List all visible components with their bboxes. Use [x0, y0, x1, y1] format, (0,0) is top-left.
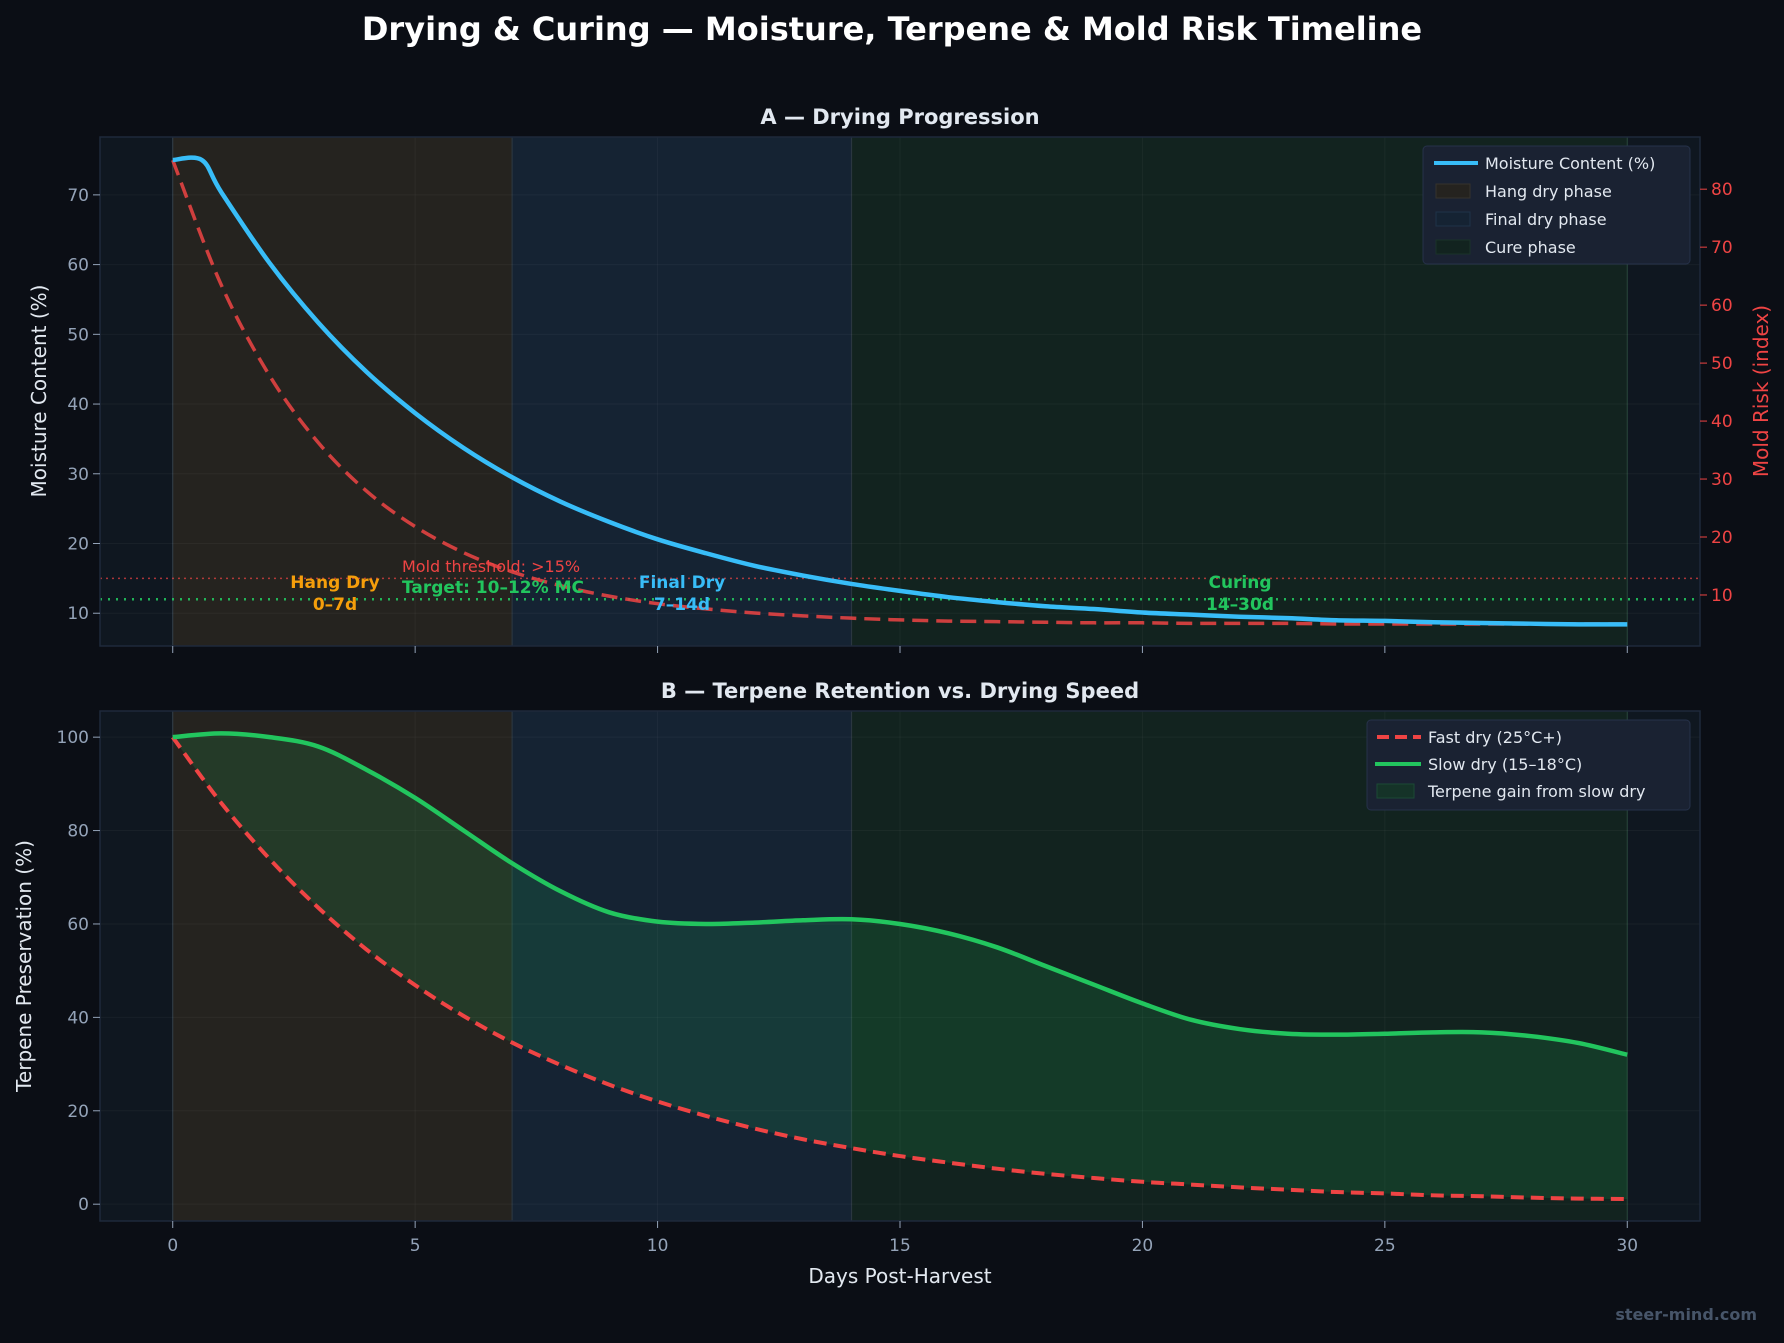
terpene-gain-area — [172, 733, 1628, 1200]
panel-b-title: B — Terpene Retention vs. Drying Speed — [661, 679, 1139, 703]
panel-a-ylabel: Moisture Content (%) — [27, 285, 51, 498]
legend-gain-swatch — [1376, 783, 1415, 799]
panel-b-legend: Fast dry (25°C+) Slow dry (15–18°C) Terp… — [1366, 719, 1691, 811]
panel-a-legend: Moisture Content (%) Hang dry phase Fina… — [1422, 145, 1691, 265]
curing-range: 14–30d — [1206, 595, 1274, 615]
y-tick-label: 60 — [67, 256, 89, 276]
figure-title: Drying & Curing — Moisture, Terpene & Mo… — [362, 10, 1422, 48]
final-dry-label: Final Dry — [639, 573, 725, 593]
final-dry-range: 7–14d — [654, 595, 710, 615]
phase-band — [172, 137, 513, 646]
y-tick-label: 20 — [67, 535, 89, 555]
slow-dry-line — [172, 731, 1628, 1057]
legend-final: Final dry phase — [1485, 210, 1607, 229]
legend-fast: Fast dry (25°C+) — [1428, 728, 1562, 747]
hang-dry-label: Hang Dry — [290, 573, 379, 593]
x-tick-label: 20 — [1132, 1236, 1154, 1256]
legend-hang: Hang dry phase — [1485, 182, 1612, 201]
curing-label: Curing — [1208, 573, 1271, 593]
moisture-line — [172, 155, 1628, 627]
panel-b-ylabel: Terpene Preservation (%) — [12, 840, 36, 1093]
legend-hang-swatch — [1435, 183, 1471, 199]
y-right-tick-label: 70 — [1711, 238, 1733, 258]
phase-band — [172, 711, 513, 1221]
y-tick-label: 100 — [57, 728, 89, 748]
phase-band — [512, 137, 852, 646]
y-tick-label: 70 — [67, 186, 89, 206]
fast-dry-line — [171, 735, 1628, 1202]
panel-a: 10 20 30 40 50 60 70 10 20 30 40 50 60 70 80 A — Dryin… — [27, 105, 1773, 653]
hang-dry-range: 0–7d — [313, 595, 357, 615]
y-tick-label: 30 — [67, 465, 89, 485]
legend-cure: Cure phase — [1485, 238, 1576, 257]
legend-box — [1366, 719, 1691, 811]
mold-threshold-label: Mold threshold: >15% — [402, 557, 580, 576]
x-tick-label: 5 — [410, 1236, 421, 1256]
y-right-tick-label: 60 — [1711, 296, 1733, 316]
y-tick-label: 40 — [67, 1008, 89, 1028]
x-tick-label: 30 — [1616, 1236, 1638, 1256]
y-right-tick-label: 20 — [1711, 528, 1733, 548]
panel-b: 0 5 10 15 20 25 30 0 20 40 60 80 100 B — Terpene Ret… — [12, 679, 1701, 1288]
y-right-tick-label: 10 — [1711, 586, 1733, 606]
x-tick-label: 10 — [647, 1236, 669, 1256]
target-label: Target: 10–12% MC — [402, 578, 584, 598]
legend-box — [1422, 145, 1691, 265]
y-tick-label: 50 — [67, 325, 89, 345]
y-tick-label: 40 — [67, 395, 89, 415]
mold-risk-line — [171, 159, 1628, 626]
y-right-tick-label: 50 — [1711, 354, 1733, 374]
legend-cure-swatch — [1435, 239, 1471, 255]
y-right-tick-label: 30 — [1711, 470, 1733, 490]
y-tick-label: 60 — [67, 915, 89, 935]
x-tick-label: 25 — [1374, 1236, 1396, 1256]
y-right-tick-label: 40 — [1711, 412, 1733, 432]
y-tick-label: 10 — [67, 604, 89, 624]
y-tick-label: 20 — [67, 1102, 89, 1122]
panel-a-ylabel-right: Mold Risk (index) — [1749, 305, 1773, 477]
panel-a-title: A — Drying Progression — [760, 105, 1039, 129]
watermark: steer-mind.com — [1615, 1305, 1757, 1324]
y-right-tick-label: 80 — [1711, 180, 1733, 200]
legend-moisture: Moisture Content (%) — [1485, 154, 1655, 173]
y-tick-label: 0 — [78, 1195, 89, 1215]
legend-slow: Slow dry (15–18°C) — [1428, 755, 1582, 774]
legend-final-swatch — [1435, 211, 1471, 227]
panel-b-xlabel: Days Post-Harvest — [808, 1264, 991, 1288]
x-tick-label: 0 — [167, 1236, 178, 1256]
y-tick-label: 80 — [67, 822, 89, 842]
legend-gain: Terpene gain from slow dry — [1427, 782, 1645, 801]
x-tick-label: 15 — [889, 1236, 911, 1256]
